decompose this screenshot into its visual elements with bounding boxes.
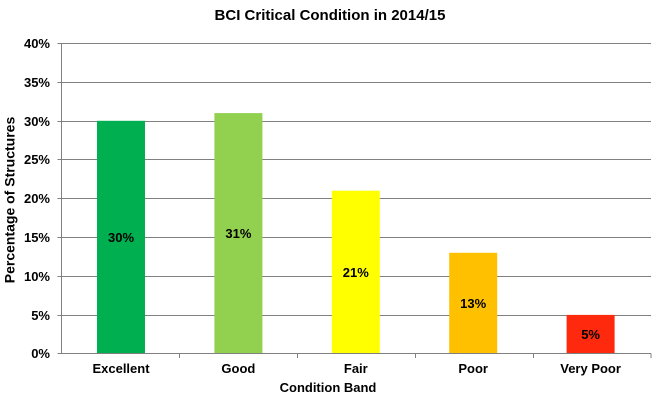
svg-text:Excellent: Excellent [92, 361, 150, 376]
svg-text:20%: 20% [24, 191, 50, 206]
svg-text:5%: 5% [31, 308, 50, 323]
svg-text:Fair: Fair [344, 361, 368, 376]
svg-text:Percentage of Structures: Percentage of Structures [2, 117, 18, 284]
svg-text:BCI Critical Condition in 2014: BCI Critical Condition in 2014/15 [215, 7, 446, 24]
svg-text:30%: 30% [24, 114, 50, 129]
svg-text:Good: Good [221, 361, 255, 376]
svg-text:21%: 21% [343, 265, 369, 280]
svg-text:10%: 10% [24, 269, 50, 284]
svg-text:25%: 25% [24, 152, 50, 167]
svg-text:Poor: Poor [458, 361, 488, 376]
svg-text:35%: 35% [24, 75, 50, 90]
svg-text:15%: 15% [24, 230, 50, 245]
svg-text:5%: 5% [581, 327, 600, 342]
svg-text:Condition Band: Condition Band [280, 380, 377, 395]
svg-text:13%: 13% [460, 296, 486, 311]
svg-text:Very Poor: Very Poor [560, 361, 621, 376]
svg-text:0%: 0% [31, 346, 50, 361]
svg-text:31%: 31% [225, 226, 251, 241]
svg-text:40%: 40% [24, 36, 50, 51]
svg-text:30%: 30% [108, 230, 134, 245]
